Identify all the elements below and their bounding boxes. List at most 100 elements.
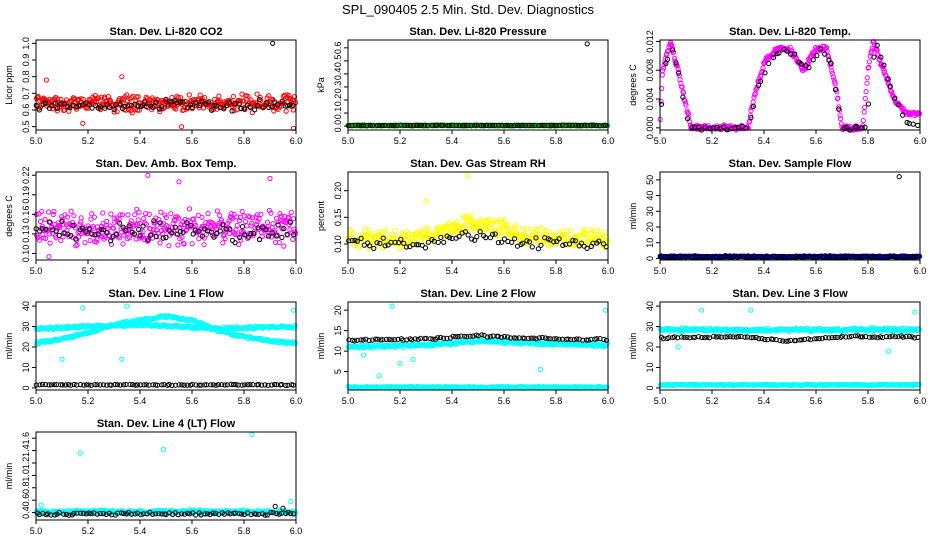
data-point (158, 209, 164, 215)
data-point (239, 224, 246, 230)
data-point (80, 305, 86, 311)
x-tick-label: 5.4 (446, 266, 459, 276)
data-point (175, 231, 181, 237)
data-point (151, 218, 157, 224)
y-tick-label: 5 (333, 369, 343, 374)
data-point (366, 227, 372, 233)
data-point (266, 233, 272, 239)
data-point (489, 122, 495, 129)
y-tick-label: 0.3 (333, 81, 343, 94)
data-point (39, 223, 46, 229)
data-point (465, 122, 471, 129)
data-point (272, 99, 278, 105)
data-point (68, 232, 74, 239)
data-point (456, 123, 462, 129)
x-tick-label: 6.0 (602, 396, 615, 406)
data-point (220, 240, 226, 246)
y-tick-label: 0.1 (333, 107, 343, 120)
data-point (810, 57, 816, 63)
data-point (374, 122, 380, 129)
data-point (241, 232, 248, 238)
y-tick-label: 0.5 (21, 120, 31, 133)
data-point (181, 107, 187, 113)
page-title: SPL_090405 2.5 Min. Std. Dev. Diagnostic… (342, 2, 594, 17)
point-group (345, 173, 611, 252)
x-tick-label: 5.2 (82, 136, 95, 146)
data-point (672, 55, 678, 61)
data-point (748, 108, 754, 114)
data-point (147, 226, 153, 232)
data-point (593, 122, 599, 129)
data-point (126, 223, 132, 229)
data-point (275, 222, 281, 228)
chart-title: Stan. Dev. Li-820 Temp. (729, 26, 851, 38)
x-tick-label: 5.4 (134, 136, 147, 146)
data-point (358, 123, 364, 129)
data-point (238, 237, 244, 243)
data-point (116, 235, 123, 241)
data-point (268, 210, 274, 216)
y-tick-label: 10 (645, 238, 655, 248)
data-point (42, 100, 48, 106)
data-point (362, 226, 368, 232)
data-point (142, 99, 148, 105)
data-point (501, 217, 507, 223)
x-tick-label: 5.2 (394, 396, 407, 406)
data-point (263, 227, 269, 233)
y-axis-label: degrees C (4, 195, 14, 237)
y-tick-label: 15 (333, 326, 343, 336)
data-point (39, 226, 46, 232)
x-tick-label: 5.2 (706, 266, 719, 276)
x-tick-label: 6.0 (914, 136, 927, 146)
data-point (47, 240, 53, 246)
data-point (251, 231, 257, 237)
x-tick-label: 5.6 (810, 136, 823, 146)
x-tick-label: 5.2 (706, 136, 719, 146)
data-point (397, 360, 403, 366)
data-point (886, 348, 892, 354)
data-point (281, 243, 287, 249)
data-point (74, 106, 80, 112)
data-point (557, 122, 563, 129)
data-point (189, 104, 195, 111)
x-tick-label: 5.0 (654, 396, 667, 406)
data-point (695, 124, 702, 130)
data-point (112, 219, 118, 225)
data-point (163, 235, 169, 241)
data-point (241, 106, 247, 112)
data-point (132, 212, 138, 218)
data-point (402, 122, 408, 129)
data-point (852, 124, 858, 130)
data-point (762, 70, 768, 76)
data-point (423, 198, 429, 204)
data-point (251, 100, 257, 106)
plot-frame (659, 301, 921, 391)
data-point (410, 356, 416, 362)
data-point (231, 211, 237, 217)
data-point (232, 231, 238, 237)
x-tick-label: 5.6 (810, 266, 823, 276)
data-point (145, 237, 151, 243)
data-point (600, 123, 606, 129)
data-point (602, 122, 608, 129)
y-axis-label: ml/min (316, 333, 326, 360)
data-point (159, 104, 165, 110)
data-point (915, 122, 921, 129)
data-point (71, 213, 77, 219)
data-point (861, 109, 867, 115)
data-point (108, 238, 114, 244)
y-tick-label: 0.22 (21, 166, 31, 184)
data-point (669, 42, 675, 48)
data-point (529, 122, 535, 129)
data-point (163, 96, 169, 103)
data-point (887, 83, 893, 90)
data-point (137, 220, 143, 226)
data-point (157, 240, 163, 246)
data-point (172, 224, 178, 230)
data-point (545, 122, 551, 129)
data-point (563, 123, 570, 129)
data-point (748, 113, 754, 119)
data-point (197, 103, 203, 109)
